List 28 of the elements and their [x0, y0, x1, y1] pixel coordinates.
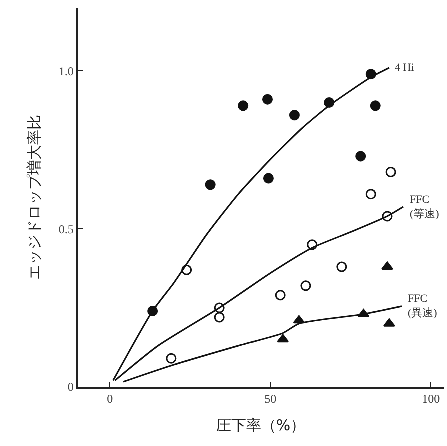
- point: [366, 189, 376, 200]
- point: [263, 173, 274, 184]
- point: [336, 262, 348, 272]
- point: [166, 353, 177, 364]
- point: [262, 94, 273, 105]
- point: [370, 100, 381, 112]
- point: [386, 166, 396, 178]
- y-axis-title: エッジドロップ増大率比: [26, 115, 44, 280]
- series-label: 4 Hi: [395, 62, 414, 74]
- series-label: FFC (異速): [408, 293, 438, 320]
- point: [382, 262, 394, 270]
- point: [277, 334, 290, 343]
- y-tick-label: 0: [68, 380, 74, 394]
- x-axis-title: 圧下率（%）: [216, 416, 306, 435]
- x-tick-label: 0: [107, 392, 114, 406]
- y-tick-label: 0.5: [58, 222, 74, 236]
- y-tick-label: 1.0: [58, 64, 74, 78]
- x-tick-label: 100: [422, 392, 440, 406]
- point: [214, 312, 225, 323]
- point: [205, 180, 216, 190]
- x-tick-label: 50: [264, 392, 277, 406]
- point: [238, 100, 249, 112]
- point: [289, 110, 300, 121]
- point: [356, 151, 366, 162]
- line-series: [122, 306, 403, 383]
- series-label: FFC (等速): [410, 194, 440, 220]
- point: [300, 280, 312, 292]
- point: [275, 290, 286, 301]
